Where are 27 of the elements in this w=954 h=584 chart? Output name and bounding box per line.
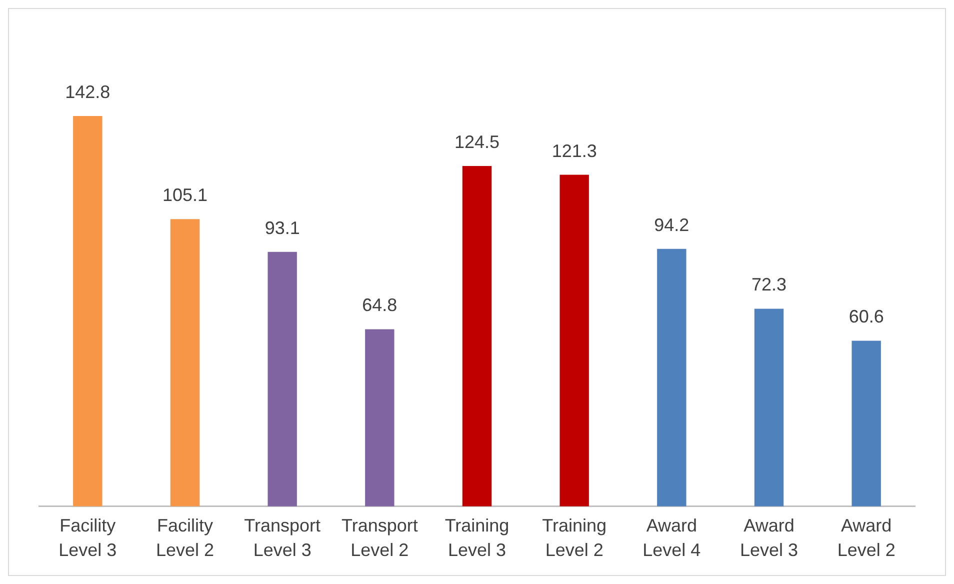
bar (852, 340, 881, 506)
data-label: 121.3 (552, 140, 597, 161)
x-tick-label: Training Level 2 (542, 516, 607, 560)
data-label: 124.5 (454, 132, 500, 152)
bar (754, 308, 784, 506)
data-label: 93.1 (264, 218, 300, 238)
data-label: 142.8 (65, 82, 110, 102)
x-tick-label: Transport Level 3 (244, 516, 321, 560)
bar (170, 219, 200, 506)
x-tick-label: Facility Level 3 (58, 516, 117, 560)
x-tick-label: Transport Level 2 (341, 516, 418, 560)
bar (462, 166, 492, 506)
bar (365, 329, 394, 506)
bar (657, 248, 686, 506)
data-label: 94.2 (654, 214, 690, 235)
data-label: 64.8 (362, 295, 398, 316)
x-tick-label: Training Level 3 (444, 516, 510, 560)
x-tick-label: Award Level 3 (740, 516, 798, 560)
bar (73, 116, 102, 506)
x-tick-label: Facility Level 2 (156, 516, 214, 560)
bar (268, 252, 297, 506)
bar (560, 174, 589, 506)
x-tick-label: Award Level 4 (642, 516, 701, 560)
data-label: 105.1 (162, 185, 208, 206)
data-label: 60.6 (848, 306, 884, 327)
data-label: 72.3 (751, 274, 787, 295)
x-tick-label: Award Level 2 (837, 516, 896, 560)
